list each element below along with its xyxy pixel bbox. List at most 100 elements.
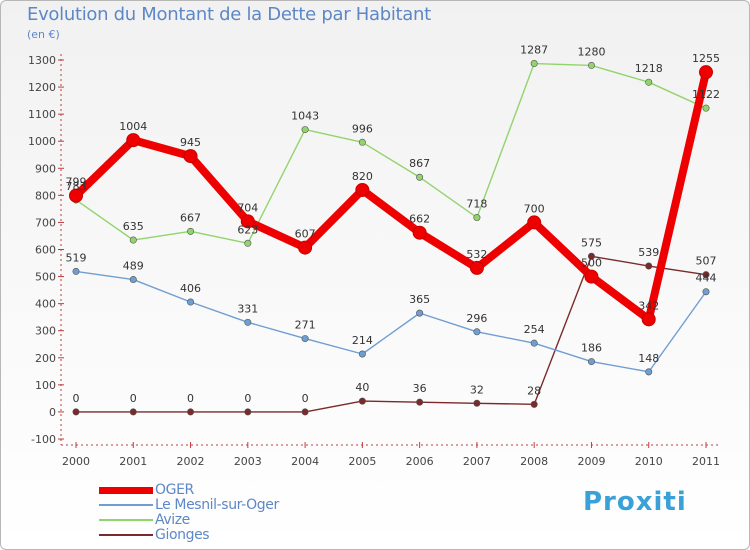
data-point	[473, 214, 481, 222]
series-line-1	[75, 270, 707, 373]
data-label: 1255	[692, 52, 720, 65]
data-label: 945	[180, 136, 201, 149]
y-tick-label: 200	[35, 352, 56, 365]
data-label: 186	[581, 342, 602, 355]
data-label: 718	[466, 198, 487, 211]
data-label: 623	[237, 223, 258, 236]
data-point	[645, 262, 653, 270]
data-point	[244, 239, 252, 247]
x-tick-label: 2002	[177, 455, 205, 468]
data-label: 489	[123, 260, 144, 273]
data-label: 575	[581, 236, 602, 249]
data-label: 214	[352, 334, 373, 347]
data-label: 36	[413, 382, 427, 395]
data-label: 271	[295, 319, 316, 332]
data-label: 1043	[291, 110, 319, 123]
legend-swatch	[99, 534, 153, 536]
data-label: 0	[130, 392, 137, 405]
data-label: 820	[352, 170, 373, 183]
data-point	[587, 61, 595, 69]
data-label: 662	[409, 213, 430, 226]
data-point	[244, 318, 252, 326]
data-label: 331	[237, 302, 258, 315]
brand-logo: Proxiti	[583, 487, 687, 517]
data-point	[587, 252, 595, 260]
data-point	[469, 260, 484, 275]
data-label: 1122	[692, 88, 720, 101]
y-tick-label: 1200	[28, 81, 56, 94]
data-point	[72, 267, 80, 275]
data-point	[416, 173, 424, 181]
y-tick-label: 1100	[28, 108, 56, 121]
data-label: 1218	[635, 62, 663, 75]
data-label: 500	[581, 257, 602, 270]
data-point	[187, 408, 195, 416]
data-point	[641, 312, 656, 327]
data-point	[702, 271, 710, 279]
data-point	[530, 339, 538, 347]
data-point	[645, 368, 653, 376]
legend-label: Gionges	[155, 527, 210, 543]
data-point	[473, 328, 481, 336]
data-label: 1280	[577, 45, 605, 58]
y-tick-label: 0	[49, 406, 56, 419]
data-label: 667	[180, 211, 201, 224]
y-tick-label: 900	[35, 162, 56, 175]
data-label: 444	[696, 272, 717, 285]
data-label: 0	[244, 392, 251, 405]
data-point	[584, 269, 599, 284]
series-line-0	[72, 68, 710, 324]
data-point	[126, 133, 141, 148]
x-tick-label: 2008	[520, 455, 548, 468]
y-tick-label: 300	[35, 325, 56, 338]
data-label: 148	[638, 352, 659, 365]
data-label: 28	[527, 384, 541, 397]
data-point	[530, 400, 538, 408]
data-label: 0	[302, 392, 309, 405]
data-label: 867	[409, 157, 430, 170]
data-label: 406	[180, 282, 201, 295]
x-tick-label: 2007	[463, 455, 491, 468]
data-point	[358, 350, 366, 358]
legend-label: Avize	[155, 512, 190, 528]
data-label: 507	[696, 255, 717, 268]
y-tick-label: 700	[35, 216, 56, 229]
data-point	[645, 78, 653, 86]
data-point	[702, 104, 710, 112]
y-tick-label: 500	[35, 271, 56, 284]
data-label: 539	[638, 246, 659, 259]
data-point	[301, 408, 309, 416]
data-point	[301, 335, 309, 343]
data-label: 40	[355, 381, 369, 394]
unit-label: (en €)	[27, 28, 60, 41]
data-point	[358, 397, 366, 405]
data-point	[187, 298, 195, 306]
legend-swatch	[99, 486, 153, 494]
data-label: 783	[66, 180, 87, 193]
data-label: 799	[66, 176, 87, 189]
data-label: 0	[187, 392, 194, 405]
x-tick-label: 2005	[348, 455, 376, 468]
data-point	[530, 60, 538, 68]
y-tick-label: 1300	[28, 54, 56, 67]
legend-label: Le Mesnil-sur-Oger	[155, 497, 279, 513]
y-tick-label: 1000	[28, 135, 56, 148]
data-point	[416, 398, 424, 406]
data-point	[412, 225, 427, 240]
data-label: 254	[524, 323, 545, 336]
data-label: 365	[409, 293, 430, 306]
x-tick-label: 2001	[119, 455, 147, 468]
data-label: 1004	[119, 120, 147, 133]
data-point	[702, 288, 710, 296]
chart-title: Evolution du Montant de la Dette par Hab…	[27, 4, 431, 25]
x-tick-label: 2003	[234, 455, 262, 468]
y-tick-label: 400	[35, 298, 56, 311]
x-tick-label: 2009	[577, 455, 605, 468]
x-tick-label: 2011	[692, 455, 720, 468]
y-tick-label: 600	[35, 244, 56, 257]
data-label: 519	[66, 251, 87, 264]
data-label: 296	[466, 312, 487, 325]
x-tick-label: 2010	[635, 455, 663, 468]
data-point	[416, 309, 424, 317]
legend-swatch	[99, 504, 153, 506]
